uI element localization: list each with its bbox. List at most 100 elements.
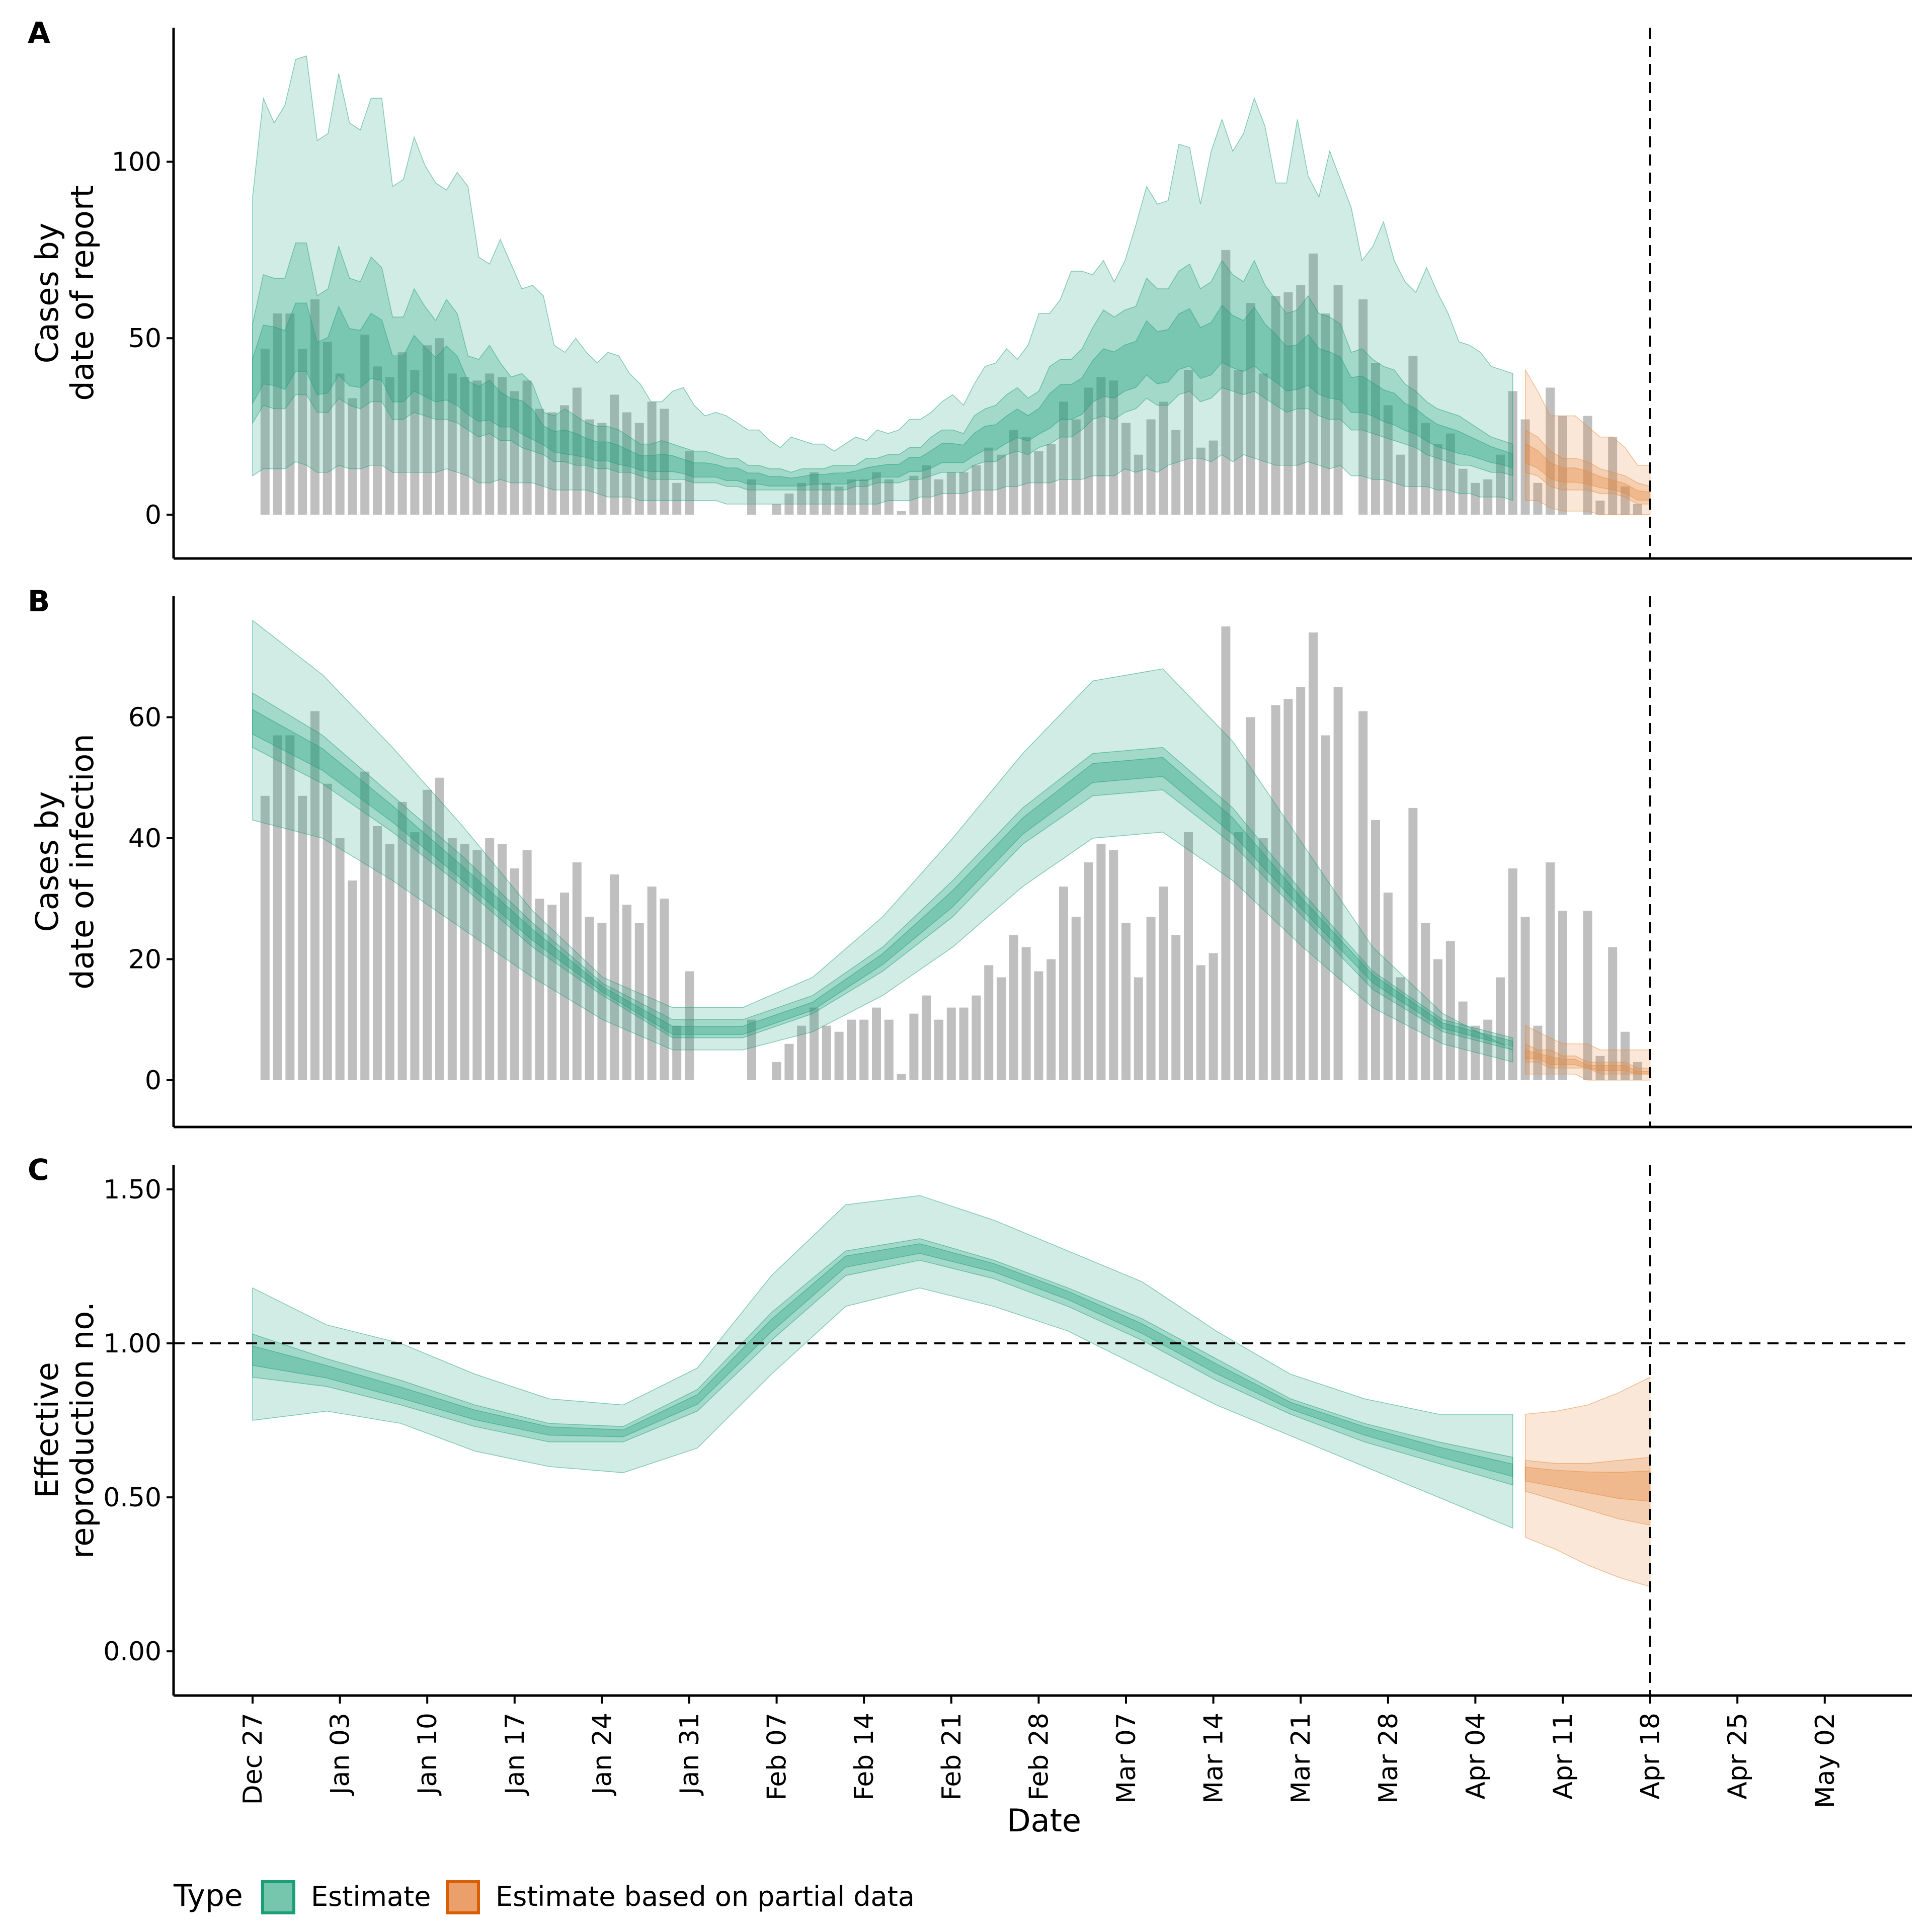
observed-cases-bar <box>859 1019 869 1080</box>
x-tick-label: Mar 14 <box>1199 1713 1229 1804</box>
observed-cases-bar <box>1458 468 1468 515</box>
legend-swatch-partial <box>446 1880 480 1914</box>
observed-cases-bar <box>1171 430 1181 515</box>
estimate-90ci-band <box>252 1195 1513 1529</box>
observed-cases-bar <box>572 387 582 515</box>
x-tick-label: Mar 28 <box>1374 1713 1404 1804</box>
legend-swatch-estimate <box>261 1880 295 1914</box>
observed-cases-bar <box>1146 917 1156 1080</box>
observed-cases-bar <box>984 447 994 515</box>
observed-cases-bar <box>1134 977 1143 1080</box>
y-tick-label: 0.00 <box>103 1637 162 1667</box>
observed-cases-bar <box>922 465 931 515</box>
observed-cases-bar <box>1621 1031 1630 1080</box>
x-tick-label: Feb 21 <box>937 1713 967 1801</box>
observed-cases-bar <box>435 777 444 1080</box>
observed-cases-bar <box>522 380 532 515</box>
observed-cases-bar <box>959 1007 969 1080</box>
observed-cases-bar <box>834 1031 844 1080</box>
observed-cases-bar <box>1146 419 1156 515</box>
observed-cases-bar <box>1009 430 1018 515</box>
observed-cases-bar <box>1383 893 1393 1080</box>
observed-cases-bar <box>1358 299 1368 515</box>
observed-cases-bar <box>498 844 507 1080</box>
observed-cases-bar <box>1445 433 1455 515</box>
observed-cases-bar <box>410 370 420 515</box>
y-tick-label: 40 <box>128 824 162 854</box>
observed-cases-bar <box>685 451 694 515</box>
observed-cases-bar <box>610 874 619 1080</box>
observed-cases-bar <box>822 482 831 515</box>
x-tick-label: Apr 25 <box>1723 1713 1753 1800</box>
observed-cases-bar <box>535 409 544 515</box>
observed-cases-bar <box>946 1007 956 1080</box>
observed-cases-bar <box>1171 935 1181 1080</box>
legend: Type Estimate Estimate based on partial … <box>173 1878 915 1914</box>
observed-cases-bar <box>273 735 282 1080</box>
observed-cases-bar <box>298 349 307 515</box>
observed-cases-bar <box>1496 454 1505 515</box>
y-axis-title-line2: date of report <box>64 185 101 400</box>
observed-cases-bar <box>1583 911 1592 1080</box>
estimate-50ci-band <box>252 1238 1513 1486</box>
observed-cases-bar <box>560 893 569 1080</box>
observed-cases-bar <box>834 486 844 515</box>
estimate-median-band <box>252 1243 1513 1477</box>
observed-cases-bar <box>597 923 607 1080</box>
observed-cases-bar <box>1184 832 1193 1080</box>
y-axis-title-line2: date of infection <box>64 734 101 989</box>
observed-cases-bar <box>1046 959 1056 1080</box>
observed-cases-bar <box>1159 887 1168 1080</box>
x-tick-label: Apr 11 <box>1548 1713 1578 1800</box>
observed-cases-bar <box>1159 401 1168 515</box>
observed-cases-bar <box>660 899 669 1080</box>
estimate-50ci-band <box>252 692 1513 1051</box>
observed-cases-bar <box>1109 380 1118 515</box>
observed-cases-bar <box>1221 626 1231 1080</box>
observed-cases-bar <box>1608 947 1618 1080</box>
observed-cases-bar <box>323 783 332 1080</box>
observed-cases-bar <box>397 352 407 515</box>
observed-cases-bar <box>1096 844 1106 1080</box>
observed-cases-bar <box>1059 887 1068 1080</box>
observed-cases-bar <box>1358 711 1368 1080</box>
observed-cases-bar <box>335 373 345 515</box>
observed-cases-bar <box>447 838 457 1080</box>
observed-cases-bar <box>348 398 357 515</box>
observed-cases-bar <box>1621 486 1630 515</box>
observed-cases-bar <box>1496 977 1505 1080</box>
observed-cases-bar <box>784 1043 794 1080</box>
observed-cases-bar <box>1471 482 1480 515</box>
observed-cases-bar <box>1134 454 1143 515</box>
x-axis-title: Date <box>1007 1802 1081 1839</box>
observed-cases-bar <box>884 479 894 515</box>
observed-cases-bar <box>647 401 657 515</box>
y-axis-title-line1: Cases by <box>29 223 65 364</box>
panel-tag: A <box>28 16 50 50</box>
observed-cases-bar <box>472 850 482 1080</box>
y-axis-title-line1: Effective <box>29 1362 65 1498</box>
estimate-median-band <box>252 709 1513 1048</box>
observed-cases-bar <box>1184 370 1193 515</box>
y-tick-label: 1.50 <box>103 1175 162 1205</box>
observed-cases-bar <box>772 504 781 515</box>
observed-cases-bar <box>1445 941 1455 1080</box>
x-tick-label: Jan 03 <box>326 1713 356 1796</box>
observed-cases-bar <box>1021 437 1031 515</box>
observed-cases-bar <box>685 971 694 1080</box>
observed-cases-bar <box>672 1025 682 1080</box>
partial-estimate-90ci-band <box>1524 1025 1651 1081</box>
observed-cases-bar <box>1196 447 1205 515</box>
observed-cases-bar <box>360 771 370 1080</box>
observed-cases-bar <box>273 313 282 515</box>
observed-cases-bar <box>1034 971 1043 1080</box>
observed-cases-bar <box>1246 717 1255 1080</box>
observed-cases-bar <box>934 479 943 515</box>
x-tick-label: Jan 10 <box>413 1713 443 1796</box>
observed-cases-bar <box>385 844 394 1080</box>
y-tick-label: 20 <box>128 944 162 975</box>
observed-cases-bar <box>1209 953 1218 1080</box>
x-axis: Dec 27 Jan 03 Jan 10 Jan 17 Jan 24 Jan 31 Feb … <box>238 1696 1840 1808</box>
observed-cases-bar <box>447 373 457 515</box>
observed-cases-bar <box>1558 911 1567 1080</box>
